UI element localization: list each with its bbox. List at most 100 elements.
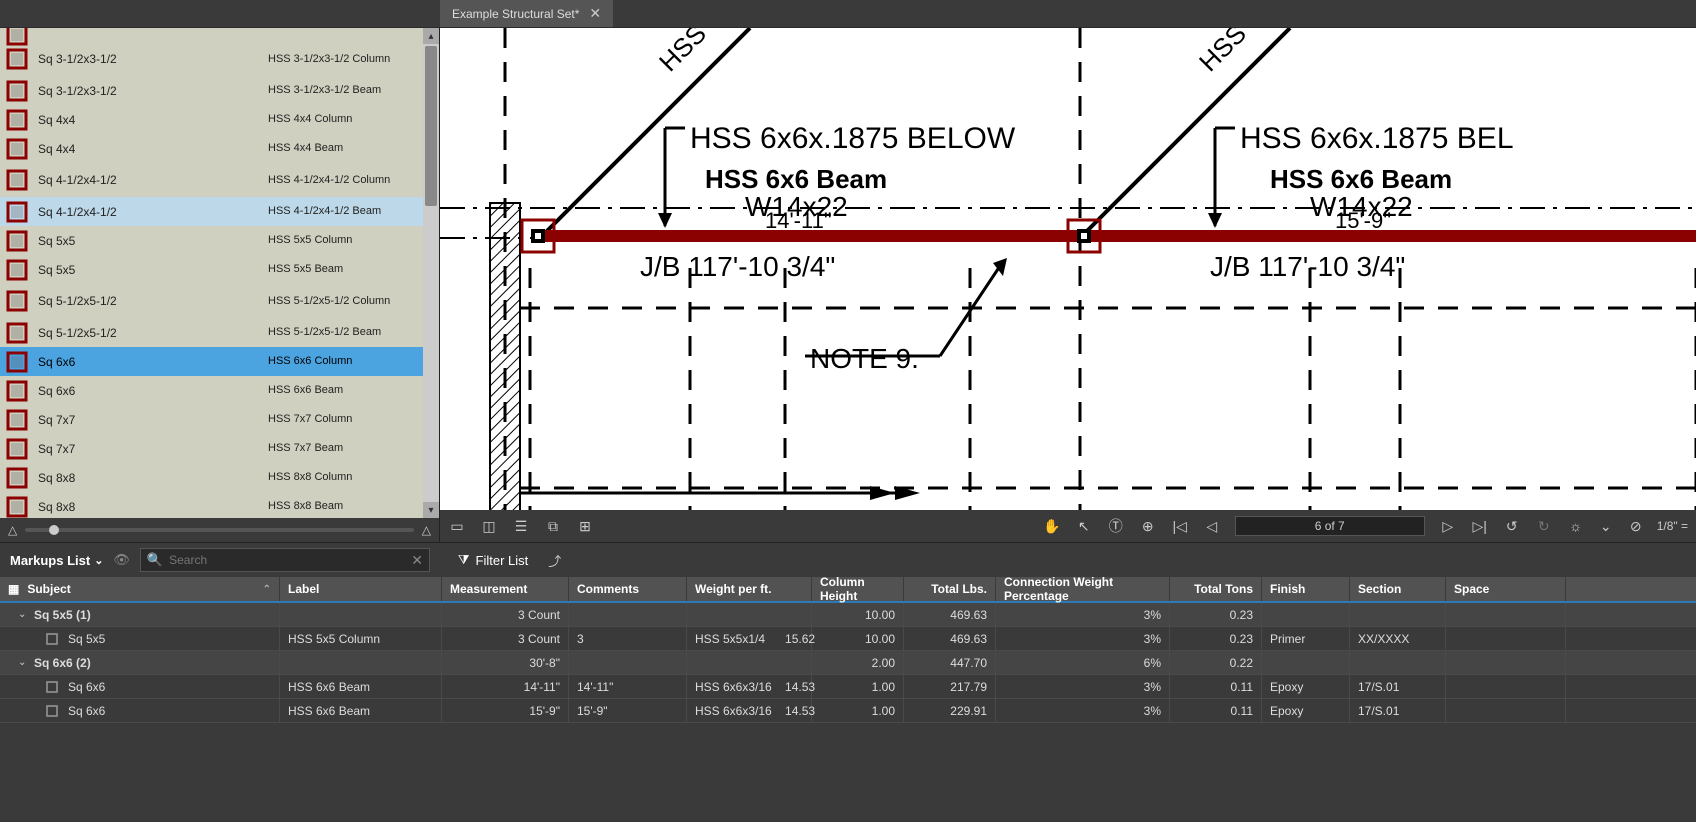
col-weightft[interactable]: Weight per ft. — [687, 577, 812, 601]
filter-list-button[interactable]: ⧩ Filter List — [458, 552, 528, 568]
toolchest-scrollbar[interactable]: ▴ ▾ — [423, 28, 439, 518]
page-layout-icon[interactable]: ⧉ — [544, 518, 562, 535]
markups-table: ▦ Subject ⌃ Label Measurement Comments W… — [0, 577, 1696, 822]
toolchest-item[interactable]: Sq 6x6 HSS 6x6 Column — [0, 347, 439, 376]
cell-totaltons: 0.23 — [1170, 627, 1262, 650]
clear-search-icon[interactable]: ✕ — [411, 552, 423, 569]
col-totaltons[interactable]: Total Tons — [1170, 577, 1262, 601]
close-icon[interactable]: ✕ — [589, 5, 601, 22]
zoom-level-display[interactable]: 1/8" = — [1657, 519, 1688, 533]
cell-subject: Sq 6x6 — [0, 699, 280, 722]
col-space[interactable]: Space — [1446, 577, 1566, 601]
diag-label-left: HSS 5x5x.25 — [653, 28, 782, 77]
cell-measurement: 15'-9" — [442, 699, 569, 722]
col-subject[interactable]: ▦ Subject ⌃ — [0, 577, 280, 601]
tool-desc: HSS 4-1/2x4-1/2 Column — [268, 174, 433, 186]
scroll-up-arrow[interactable]: ▴ — [423, 28, 439, 44]
col-totallbs[interactable]: Total Lbs. — [904, 577, 996, 601]
zoom-icon[interactable]: ⊕ — [1139, 518, 1157, 535]
col-label[interactable]: Label — [280, 577, 442, 601]
beam-sub-right: HSS 6x6 Beam — [1270, 164, 1452, 194]
export-icon[interactable]: ⤴ — [548, 551, 561, 570]
continuous-page-icon[interactable]: ☰ — [512, 518, 530, 535]
markups-item-row[interactable]: Sq 6x6 HSS 6x6 Beam 15'-9" 15'-9" HSS 6x… — [0, 699, 1696, 723]
document-tab[interactable]: Example Structural Set* ✕ — [440, 0, 614, 27]
toolchest-item[interactable] — [0, 28, 439, 42]
size-smaller-icon[interactable]: △ — [8, 523, 17, 537]
markups-item-row[interactable]: Sq 5x5 HSS 5x5 Column 3 Count 3 HSS 5x5x… — [0, 627, 1696, 651]
last-page-icon[interactable]: ▷| — [1471, 518, 1489, 535]
scroll-thumb[interactable] — [425, 46, 437, 206]
pan-icon[interactable]: ✋ — [1043, 518, 1061, 535]
icon-size-slider[interactable] — [25, 528, 414, 532]
markups-group-row[interactable]: ⌄Sq 5x5 (1) 3 Count 10.00 469.63 3% 0.23 — [0, 603, 1696, 627]
toolchest-item[interactable]: Sq 4-1/2x4-1/2 HSS 4-1/2x4-1/2 Column — [0, 163, 439, 197]
tool-name: Sq 4-1/2x4-1/2 — [38, 205, 268, 219]
cell-colheight: 10.00 — [812, 603, 904, 626]
col-finish[interactable]: Finish — [1262, 577, 1350, 601]
view-toolbar: ▭ ◫ ☰ ⧉ ⊞ ✋ ↖ Ⓣ ⊕ |◁ ◁ ▷ ▷| ↺ ↻ ☼ ⌄ — [440, 510, 1696, 542]
text-select-icon[interactable]: Ⓣ — [1107, 516, 1125, 536]
toolchest-item[interactable]: Sq 4x4 HSS 4x4 Beam — [0, 134, 439, 163]
filter-icon: ⧩ — [458, 552, 470, 568]
toolchest-item[interactable]: Sq 5-1/2x5-1/2 HSS 5-1/2x5-1/2 Beam — [0, 318, 439, 347]
beam-title-right: HSS 6x6x.1875 BEL — [1240, 122, 1514, 155]
cell-totaltons: 0.23 — [1170, 603, 1262, 626]
markups-item-row[interactable]: Sq 6x6 HSS 6x6 Beam 14'-11" 14'-11" HSS … — [0, 675, 1696, 699]
scroll-down-arrow[interactable]: ▾ — [423, 502, 439, 518]
col-section[interactable]: Section — [1350, 577, 1446, 601]
jb-left: J/B 117'-10 3/4" — [640, 251, 835, 282]
rotate-ccw-icon[interactable]: ↺ — [1503, 518, 1521, 535]
size-larger-icon[interactable]: △ — [422, 523, 431, 537]
visibility-icon[interactable]: 👁 — [113, 552, 130, 568]
expand-icon[interactable]: ⌄ — [18, 657, 30, 668]
tool-desc: HSS 5x5 Column — [268, 234, 433, 246]
single-page-icon[interactable]: ▭ — [448, 518, 466, 535]
toolchest-item[interactable]: Sq 6x6 HSS 6x6 Beam — [0, 376, 439, 405]
col-connwp[interactable]: Connection Weight Percentage — [996, 577, 1170, 601]
cell-weightft: HSS 6x6x3/16 14.53 — [687, 699, 812, 722]
toolchest-item[interactable]: Sq 5-1/2x5-1/2 HSS 5-1/2x5-1/2 Column — [0, 284, 439, 318]
toolchest-item[interactable]: Sq 5x5 HSS 5x5 Beam — [0, 255, 439, 284]
tool-desc: HSS 7x7 Beam — [268, 442, 433, 454]
columns-menu-icon[interactable]: ▦ — [8, 582, 19, 596]
drawing-canvas[interactable]: HSS 5x5x.25 HSS 6x6x.1875 BELOW HSS 6x6 … — [440, 28, 1696, 510]
markups-search-input[interactable] — [169, 553, 411, 567]
grid-icon[interactable]: ⊞ — [576, 518, 594, 535]
toolchest-item[interactable]: Sq 3-1/2x3-1/2 HSS 3-1/2x3-1/2 Beam — [0, 76, 439, 105]
tool-square-icon — [6, 230, 28, 252]
note-9-label: NOTE 9. — [810, 343, 919, 374]
split-page-icon[interactable]: ◫ — [480, 518, 498, 535]
slider-knob[interactable] — [49, 525, 59, 535]
toolchest-item[interactable]: Sq 8x8 HSS 8x8 Column — [0, 463, 439, 492]
prev-page-icon[interactable]: ◁ — [1203, 518, 1221, 535]
toolchest-item[interactable]: Sq 4x4 HSS 4x4 Column — [0, 105, 439, 134]
tool-name: Sq 8x8 — [38, 471, 268, 485]
toolchest-item[interactable]: Sq 5x5 HSS 5x5 Column — [0, 226, 439, 255]
col-colheight[interactable]: Column Height — [812, 577, 904, 601]
page-number-input[interactable] — [1235, 516, 1425, 536]
next-page-icon[interactable]: ▷ — [1439, 518, 1457, 535]
toolchest-item[interactable]: Sq 8x8 HSS 8x8 Beam — [0, 492, 439, 518]
rotate-cw-icon[interactable]: ↻ — [1535, 518, 1553, 535]
chevron-down-icon[interactable]: ⌄ — [1597, 518, 1615, 535]
first-page-icon[interactable]: |◁ — [1171, 518, 1189, 535]
cell-connwp: 3% — [996, 627, 1170, 650]
markups-search[interactable]: 🔍 ✕ — [140, 548, 430, 572]
toolchest-item[interactable]: Sq 7x7 HSS 7x7 Beam — [0, 434, 439, 463]
cell-totaltons: 0.11 — [1170, 699, 1262, 722]
col-measurement[interactable]: Measurement — [442, 577, 569, 601]
dimmer-icon[interactable]: ⊘ — [1627, 518, 1645, 535]
select-icon[interactable]: ↖ — [1075, 518, 1093, 535]
tool-square-icon — [6, 28, 28, 46]
len-right: 15'-9" — [1335, 208, 1391, 233]
brightness-icon[interactable]: ☼ — [1567, 518, 1585, 534]
expand-icon[interactable]: ⌄ — [18, 609, 30, 620]
markups-group-row[interactable]: ⌄Sq 6x6 (2) 30'-8" 2.00 447.70 6% 0.22 — [0, 651, 1696, 675]
markups-title[interactable]: Markups List ⌄ — [10, 553, 103, 568]
toolchest-item[interactable]: Sq 7x7 HSS 7x7 Column — [0, 405, 439, 434]
cell-section: 17/S.01 — [1350, 699, 1446, 722]
toolchest-item[interactable]: Sq 3-1/2x3-1/2 HSS 3-1/2x3-1/2 Column — [0, 42, 439, 76]
toolchest-item[interactable]: Sq 4-1/2x4-1/2 HSS 4-1/2x4-1/2 Beam — [0, 197, 439, 226]
col-comments[interactable]: Comments — [569, 577, 687, 601]
